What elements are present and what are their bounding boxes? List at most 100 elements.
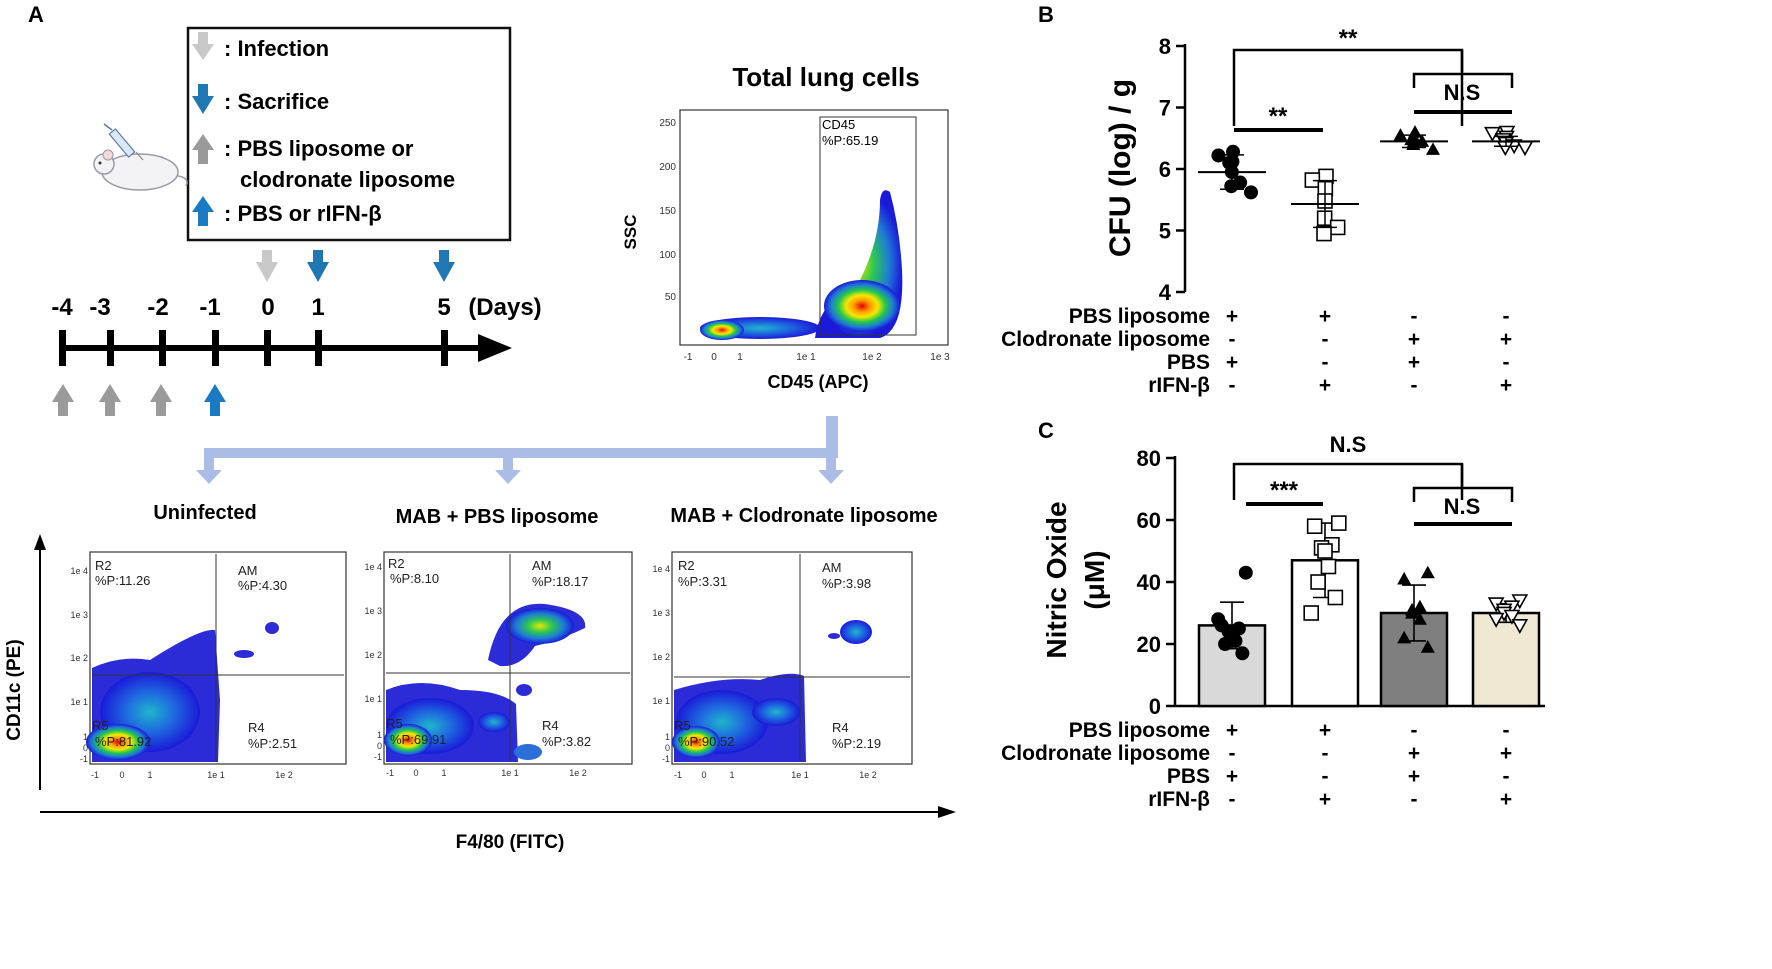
density-blob: [86, 622, 279, 762]
gate-r5-pct: %P:81.92: [95, 734, 151, 749]
total-lung-density: [700, 190, 903, 340]
timeline-day-labels: -4 -3 -2 -1 0 1 5 (Days): [51, 294, 541, 321]
gate-r4-pct: %P:2.19: [832, 736, 881, 751]
liposome-arrow-icon: [52, 384, 74, 416]
condition-sign: +: [1500, 742, 1512, 765]
total-lung-plot-frame: [679, 109, 949, 346]
sacrifice-arrow-icon: [307, 250, 329, 282]
gate-r4-pct: %P:2.51: [248, 736, 297, 751]
condition-sign: -: [1229, 788, 1236, 811]
day-label: 0: [261, 294, 274, 321]
condition-sign: +: [1408, 765, 1420, 788]
total-lung-yticks: 250 200 150 100 50: [659, 118, 676, 303]
data-point: [1211, 612, 1226, 627]
xtick-label: 1: [737, 352, 743, 363]
condition-sign: +: [1500, 374, 1512, 397]
legend-liposome-arrow-icon: [192, 134, 214, 164]
condition-row-label: rIFN-β: [1148, 374, 1210, 397]
legend-liposome-label-2: clodronate liposome: [240, 167, 455, 192]
condition-sign: +: [1319, 305, 1331, 328]
xtick-label: 1e 3: [930, 352, 950, 363]
cd45-gate-name: CD45: [822, 117, 855, 132]
ytick-label: -1: [80, 754, 88, 764]
data-point: [1412, 599, 1427, 613]
xtick-label: 1: [729, 770, 734, 780]
gate-am-pct: %P:18.17: [532, 574, 588, 589]
significance-label: N.S: [1444, 80, 1481, 105]
condition-sign: +: [1319, 788, 1331, 811]
flow-title-uninfected: Uninfected: [153, 502, 256, 524]
gate-r5-pct: %P:90.52: [678, 734, 734, 749]
flow-title-clodronate-liposome: MAB + Clodronate liposome: [670, 505, 937, 527]
density-blob: [672, 620, 872, 762]
data-point: [1310, 574, 1326, 590]
gate-r2-pct: %P:3.31: [678, 574, 727, 589]
significance-label: N.S: [1330, 432, 1367, 457]
significance-label: **: [1269, 103, 1288, 130]
gate-r2-pct: %P:8.10: [390, 571, 439, 586]
xtick-label: 0: [119, 770, 124, 780]
panel-c-ylabel-line2: (μM): [1079, 550, 1110, 609]
condition-sign: -: [1322, 765, 1329, 788]
condition-sign: -: [1503, 305, 1510, 328]
data-point: [1235, 646, 1250, 661]
condition-sign: +: [1500, 788, 1512, 811]
significance-label: ***: [1270, 477, 1299, 504]
data-point: [1316, 225, 1332, 242]
ytick-label: 1e 2: [70, 653, 88, 663]
cd45-gate-pct: %P:65.19: [822, 133, 878, 148]
ytick-label: 250: [659, 118, 676, 129]
ytick-label: 50: [665, 292, 677, 303]
liposome-arrow-icon: [150, 384, 172, 416]
flow-plot-clodronate-liposome: R2 %P:3.31 AM %P:3.98 R4 %P:2.19 R5 %P:9…: [652, 551, 913, 780]
cd45-gate: [819, 116, 917, 336]
xtick-label: 1e 2: [859, 770, 877, 780]
condition-sign: -: [1322, 742, 1329, 765]
condition-sign: -: [1503, 719, 1510, 742]
flow-ylabel: CD11c (PE): [4, 639, 25, 740]
condition-sign: -: [1411, 719, 1418, 742]
gate-am-label: AM: [238, 563, 258, 578]
gate-am-label: AM: [822, 560, 842, 575]
data-point: [1393, 128, 1408, 141]
xtick-label: -1: [91, 770, 99, 780]
day-label: 5: [437, 294, 450, 321]
ytick-label: 7: [1159, 96, 1171, 121]
data-point: [1516, 141, 1534, 157]
condition-row-label: PBS liposome: [1069, 719, 1210, 742]
liposome-arrow-icon: [99, 384, 121, 416]
data-point: [1487, 612, 1505, 628]
data-point: [1306, 518, 1323, 535]
mouse-syringe-icon: [93, 123, 188, 191]
significance-label: N.S: [1444, 494, 1481, 519]
data-point: [1397, 630, 1412, 644]
day-label: -1: [199, 294, 220, 321]
xtick-label: -1: [674, 770, 682, 780]
data-point: [1511, 618, 1529, 635]
ytick-label: 1e 3: [652, 608, 670, 618]
condition-sign: -: [1229, 742, 1236, 765]
ytick-label: 100: [659, 250, 676, 261]
gate-r4-label: R4: [542, 718, 559, 733]
legend-treatment-arrow-icon: [192, 196, 214, 226]
condition-sign: -: [1229, 374, 1236, 397]
ytick-label: 40: [1137, 570, 1161, 595]
xtick-label: 1: [441, 768, 446, 778]
condition-sign: +: [1408, 742, 1420, 765]
data-point: [1503, 609, 1521, 625]
gate-am-pct: %P:4.30: [238, 578, 287, 593]
ytick-label: 1e 1: [70, 697, 88, 707]
ytick-label: 1e 2: [652, 652, 670, 662]
ytick-label: 1e 1: [652, 696, 670, 706]
ytick-label: 1: [665, 732, 670, 742]
bar: [1471, 611, 1541, 708]
xtick-label: 1e 1: [791, 770, 809, 780]
ytick-label: 0: [1149, 694, 1161, 719]
ytick-label: 1: [377, 730, 382, 740]
xtick-label: -1: [684, 352, 693, 363]
data-point: [1327, 589, 1344, 606]
data-point: [1420, 565, 1435, 579]
ytick-label: 0: [377, 741, 382, 751]
